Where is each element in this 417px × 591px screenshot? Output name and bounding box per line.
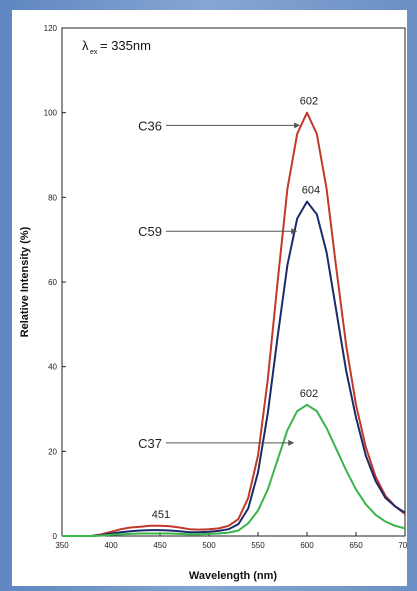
y-tick-label-1: 20: [48, 447, 57, 456]
x-tick-label-7: 700: [398, 541, 407, 550]
y-tick-label-4: 80: [48, 193, 57, 202]
peak-label-3: 451: [152, 509, 170, 521]
chart-panel: 350400450500550600650700020406080100120 …: [12, 10, 407, 586]
peak-label-2: 602: [300, 388, 318, 400]
series-label-c36: C36: [138, 118, 162, 133]
x-tick-label-0: 350: [55, 541, 69, 550]
series-line-c36: [62, 111, 406, 537]
series-arrowhead-c59: [291, 228, 298, 235]
peak-label-1: 604: [302, 185, 320, 197]
series-label-c59: C59: [138, 224, 162, 239]
y-tick-label-2: 40: [48, 363, 57, 372]
x-tick-label-2: 450: [153, 541, 167, 550]
emission-spectrum-chart: 350400450500550600650700020406080100120 …: [19, 24, 407, 582]
x-tick-label-1: 400: [104, 541, 118, 550]
x-axis-title: Wavelength (nm): [189, 570, 278, 582]
x-tick-label-6: 650: [349, 541, 363, 550]
y-tick-label-5: 100: [44, 109, 58, 118]
lambda-subscript: ex: [90, 49, 98, 56]
y-tick-label-6: 120: [44, 24, 58, 33]
series-line-c37: [62, 403, 406, 537]
axis-ticks: 350 400 450 500 550 600 650 700 0 20 40 60 80 100 120: [44, 24, 407, 550]
annotations: 602 604 602 451 C36 C59 C37: [138, 96, 320, 521]
x-tick-label-3: 500: [202, 541, 216, 550]
y-tick-label-0: 0: [53, 532, 58, 541]
series-arrowhead-c37: [288, 439, 295, 446]
y-axis-title: Relative Intensity (%): [19, 226, 31, 337]
peak-label-0: 602: [300, 96, 318, 108]
series-lines: [62, 111, 406, 537]
lambda-symbol: λ: [82, 38, 89, 53]
plot-area: [61, 27, 406, 537]
excitation-annotation: λ ex = 335nm: [82, 38, 151, 56]
excitation-value: = 335nm: [100, 38, 151, 53]
x-tick-label-4: 550: [251, 541, 265, 550]
y-tick-label-3: 60: [48, 278, 57, 287]
series-arrowhead-c36: [294, 122, 301, 129]
x-tick-label-5: 600: [300, 541, 314, 550]
series-label-c37: C37: [138, 436, 162, 451]
series-line-c59: [62, 200, 406, 537]
